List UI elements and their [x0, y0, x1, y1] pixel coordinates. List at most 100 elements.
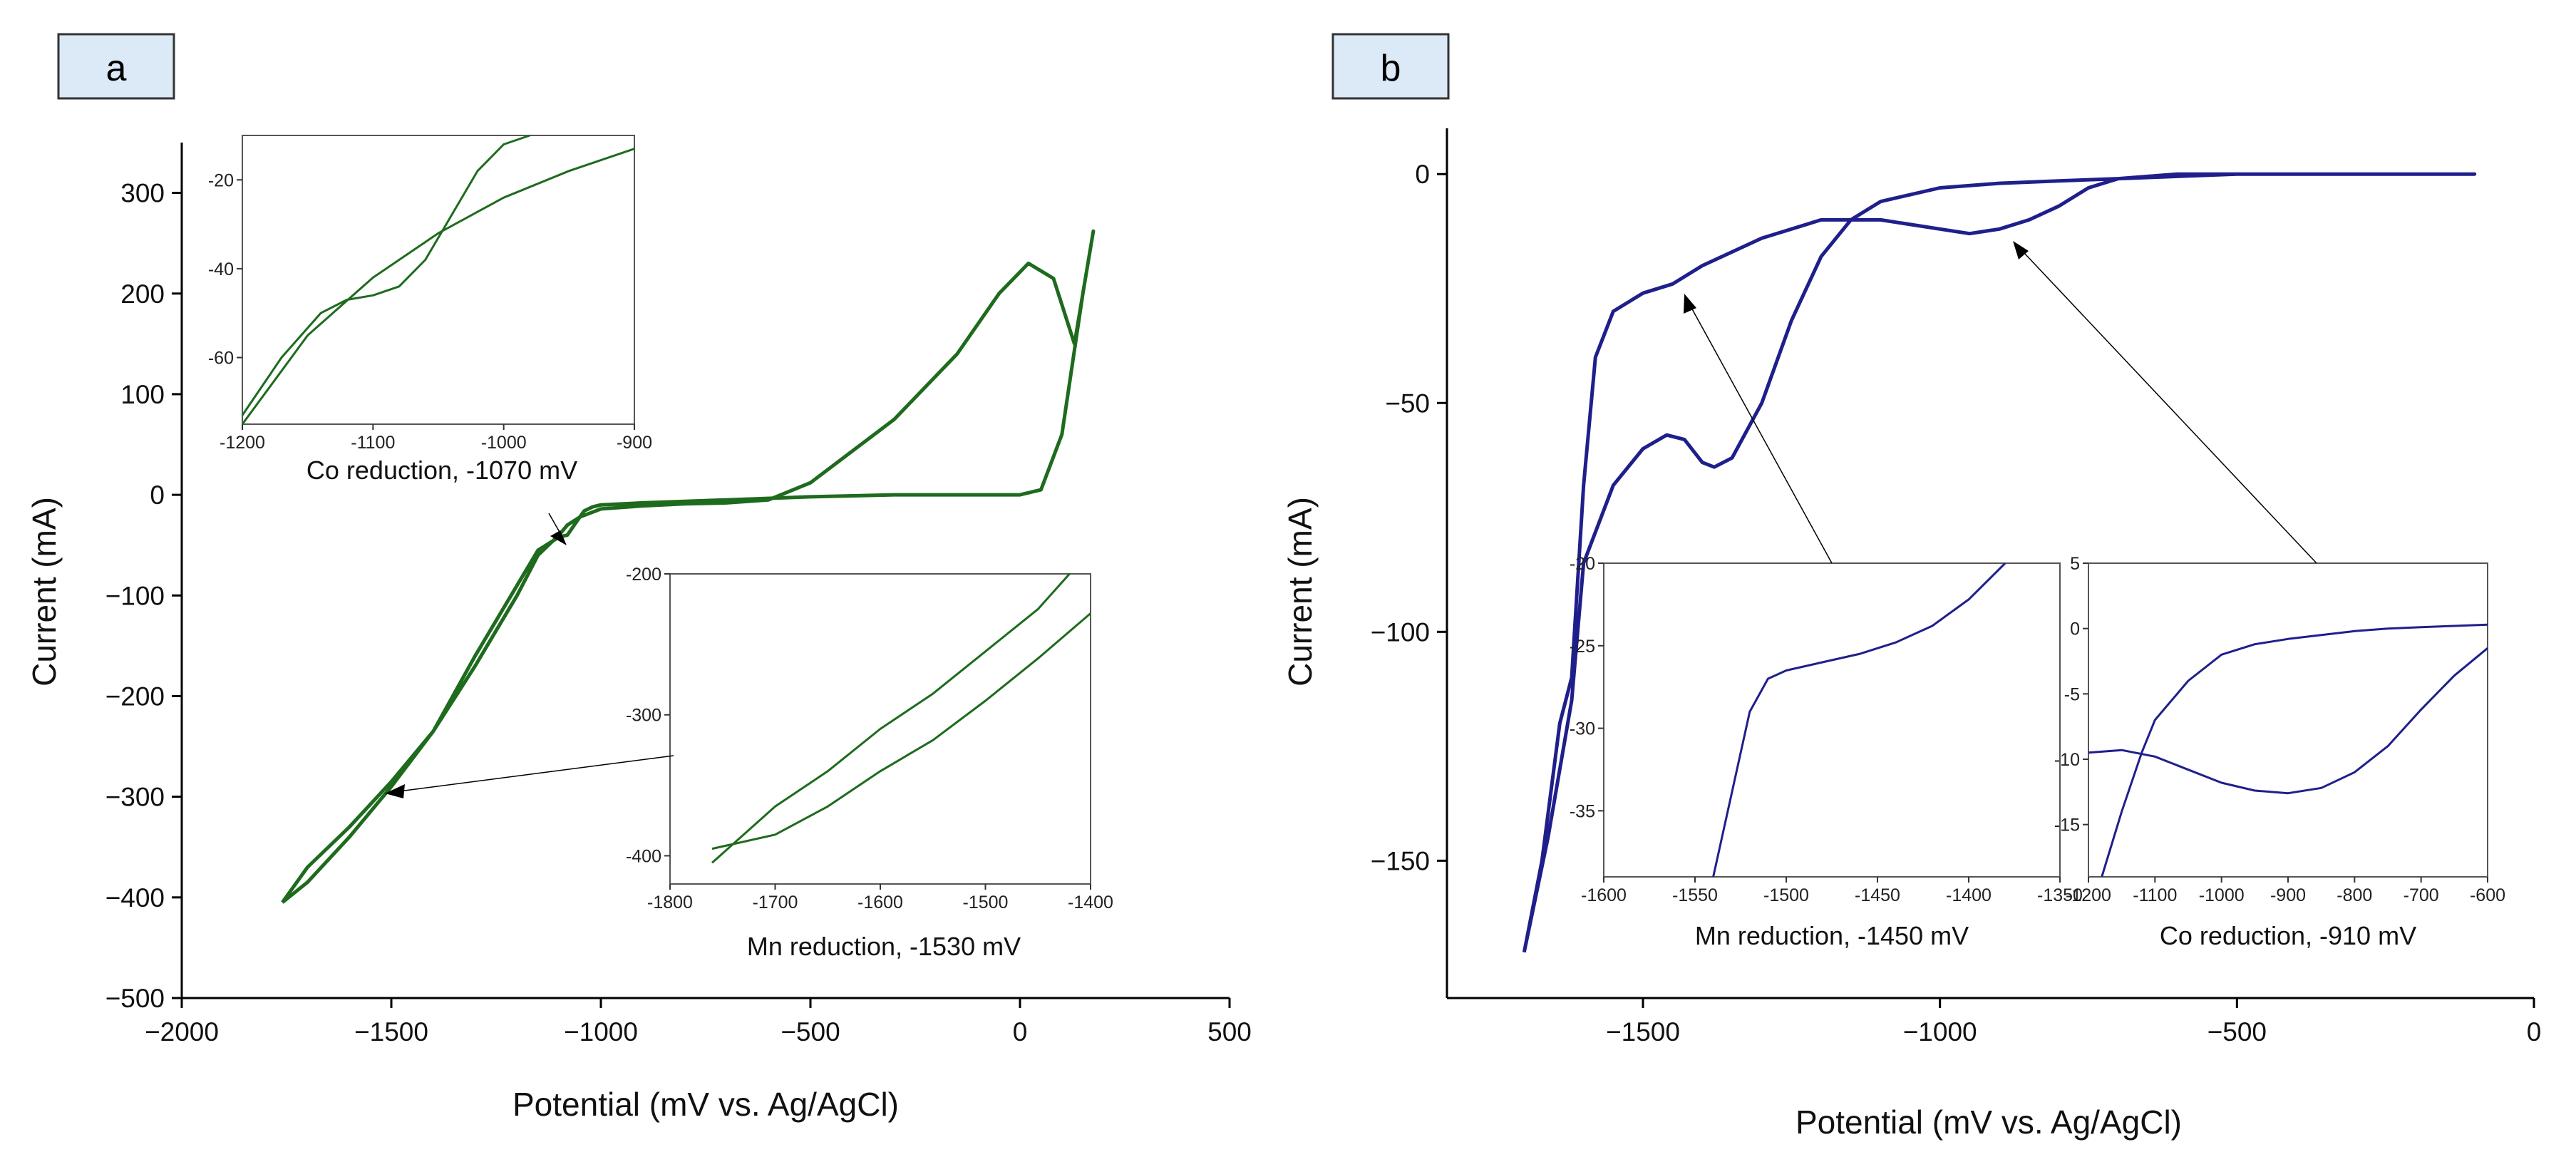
- panel-a-mn-inset-x-tick-label: -1500: [963, 893, 1009, 912]
- panel-a-co-inset-x-tick-label: -900: [617, 433, 652, 453]
- panel-a-mn-inset-curves: [711, 572, 1091, 864]
- panel-b-co-inset-curve-1: [2088, 647, 2488, 795]
- panel-a-co-inset-y-tick-label: -20: [208, 170, 234, 190]
- panel-b-co-inset-x-tick-label: -900: [2270, 885, 2306, 905]
- panel-a-co-inset-x-tick-label: -1200: [220, 433, 265, 453]
- panel-a-co-inset-caption: Co reduction, -1070 mV: [306, 456, 577, 485]
- panel-a-mn-leader: [398, 755, 674, 792]
- panel-b-mn-leader: [1690, 306, 1833, 564]
- panel-b-co-arrowhead: [2013, 241, 2029, 259]
- panel-b-x-axis-title: Potential (mV vs. Ag/AgCl): [1796, 1104, 2182, 1141]
- panel-a-y-tick-label: 100: [120, 380, 165, 409]
- panel-b-mn-inset-y-tick-label: -30: [1570, 719, 1595, 739]
- panel-a-co-inset-y-tick-label: -60: [208, 349, 234, 369]
- panel-b-co-inset-x-tick-label: -600: [2470, 885, 2505, 905]
- panel-a: a −2000 −1500 −1000 −500 0 500 −500 −400 −300 −2…: [26, 33, 1252, 1123]
- panel-b-co-inset-curve-2: [2101, 623, 2488, 878]
- panel-b-mn-inset-y-tick-label: -25: [1570, 637, 1595, 657]
- panel-b-co-inset-frame: [2088, 562, 2488, 878]
- panel-b-co-inset-x-tick-label: -1100: [2133, 885, 2177, 905]
- panel-a-co-inset-frame: [242, 135, 635, 425]
- panel-b-y-tick-label: 0: [1415, 160, 1430, 189]
- panel-b-co-inset-y-tick-label: 0: [2070, 619, 2080, 639]
- panel-b-mn-inset-frame: [1603, 562, 2061, 878]
- panel-a-co-arrowhead: [550, 530, 567, 545]
- panel-a-x-tick-label: −500: [780, 1017, 840, 1047]
- panel-a-x-tick-label: −2000: [145, 1017, 219, 1047]
- panel-b-mn-inset-x-tick-label: -1550: [1672, 885, 1718, 905]
- panel-a-y-tick-label: 300: [120, 179, 165, 208]
- panel-b-co-inset-x-tick-label: -1000: [2199, 885, 2245, 905]
- panel-b-x-tick-label: 0: [2527, 1017, 2542, 1047]
- panel-a-x-tick-label: −1000: [564, 1017, 638, 1047]
- panel-a-x-tick-label: 500: [1207, 1017, 1252, 1047]
- panel-b-mn-arrowhead: [1684, 294, 1696, 314]
- panel-a-x-tick-label: −1500: [354, 1017, 428, 1047]
- panel-a-co-inset-x-tick-label: -1000: [481, 433, 527, 453]
- panel-a-x-axis-title: Potential (mV vs. Ag/AgCl): [512, 1086, 899, 1123]
- panel-a-co-inset-curves: [241, 134, 635, 425]
- panel-a-mn-inset-y-tick-label: -300: [626, 706, 661, 726]
- panel-a-mn-inset-y-tick-label: -400: [626, 846, 661, 866]
- panel-b-mn-inset-x-tick-label: -1450: [1855, 885, 1900, 905]
- panel-a-co-inset-ticks: -1200 -1100 -1000 -900 -60 -40 -20: [208, 170, 652, 453]
- panel-b-mn-inset-caption: Mn reduction, -1450 mV: [1695, 921, 1969, 950]
- panel-b-co-inset-ticks: -1200 -1100 -1000 -900 -800 -700 -600 -15 -10 -5 0…: [2054, 554, 2505, 905]
- panel-b-x-ticks: −1500 −1000 −500 0: [1606, 998, 2541, 1047]
- panel-b-label: b: [1381, 48, 1401, 89]
- panel-b-mn-inset-x-tick-label: -1600: [1581, 885, 1627, 905]
- panel-a-mn-arrowhead: [385, 784, 405, 798]
- panel-b-co-inset-y-tick-label: 5: [2070, 554, 2080, 574]
- panel-a-mn-inset-curve-1: [711, 572, 1071, 864]
- panel-a-mn-inset-curve-2: [711, 612, 1091, 850]
- panel-b-x-tick-label: −500: [2207, 1017, 2267, 1047]
- panel-b-co-leader: [2024, 252, 2317, 564]
- panel-a-y-tick-label: −500: [105, 984, 165, 1013]
- panel-b-co-inset-y-tick-label: -5: [2064, 684, 2080, 704]
- panel-a-mn-inset: -1800 -1700 -1600 -1500 -1400 -400 -300 -200 Mn…: [626, 565, 1113, 961]
- panel-a-co-inset-curve-1: [241, 134, 530, 416]
- panel-b-label-box: [1331, 33, 1450, 100]
- panel-b-co-inset-y-tick-label: -15: [2054, 816, 2080, 835]
- panel-b-co-inset-x-tick-label: -1200: [2066, 885, 2111, 905]
- panel-a-mn-inset-caption: Mn reduction, -1530 mV: [747, 932, 1021, 961]
- panel-a-x-tick-label: 0: [1013, 1017, 1028, 1047]
- panel-a-y-tick-label: −200: [105, 682, 165, 711]
- panel-b-co-inset: -1200 -1100 -1000 -900 -800 -700 -600 -15 -10 -5 0…: [2054, 554, 2505, 950]
- panel-a-y-tick-label: −300: [105, 783, 165, 812]
- panel-a-y-tick-label: −400: [105, 883, 165, 912]
- panel-a-x-ticks: −2000 −1500 −1000 −500 0 500: [145, 998, 1252, 1047]
- panel-a-label-box: [57, 33, 175, 100]
- panel-a-mn-inset-x-tick-label: -1700: [753, 893, 798, 912]
- panel-a-y-axis-title: Current (mA): [26, 497, 63, 687]
- panel-a-mn-inset-x-tick-label: -1400: [1068, 893, 1113, 912]
- panel-b-mn-inset-x-tick-label: -1400: [1946, 885, 1992, 905]
- panel-b-mn-inset-x-tick-label: -1350: [2037, 885, 2083, 905]
- panel-b: b −1500 −1000 −500 0 −150−100−500 Potential…: [1282, 33, 2541, 1141]
- panel-b-mn-inset-ticks: -1600 -1550 -1500 -1450 -1400 -1350-35-30-25-…: [1570, 554, 2083, 905]
- panel-b-x-tick-label: −1000: [1903, 1017, 1977, 1047]
- panel-b-mn-inset-x-tick-label: -1500: [1763, 885, 1809, 905]
- panel-b-co-inset-x-tick-label: -800: [2337, 885, 2372, 905]
- panel-b-co-inset-caption: Co reduction, -910 mV: [2160, 921, 2416, 950]
- panel-a-mn-inset-ticks: -1800 -1700 -1600 -1500 -1400 -400 -300 -200: [626, 565, 1113, 912]
- panel-b-x-tick-label: −1500: [1606, 1017, 1680, 1047]
- panel-b-mn-inset-curves: [1712, 562, 2006, 878]
- panel-a-co-inset: -1200 -1100 -1000 -900 -60 -40 -20 Co reductio…: [208, 134, 652, 485]
- panel-b-y-tick-label: −50: [1385, 389, 1430, 418]
- panel-b-y-tick-label: −150: [1371, 846, 1430, 875]
- panel-a-co-inset-curve-2: [241, 148, 635, 425]
- panel-b-mn-inset-y-tick-label: -35: [1570, 801, 1595, 821]
- panel-a-mn-inset-x-tick-label: -1600: [857, 893, 903, 912]
- panel-b-cv-curve: [1522, 172, 2477, 953]
- panel-b-mn-inset-curve-1: [1712, 562, 2006, 878]
- panel-a-label: a: [106, 48, 127, 89]
- panel-b-mn-inset-y-tick-label: -20: [1570, 554, 1595, 574]
- panel-a-co-inset-x-tick-label: -1100: [351, 433, 395, 453]
- panel-b-y-axis-title: Current (mA): [1282, 497, 1319, 687]
- panel-a-co-inset-y-tick-label: -40: [208, 259, 234, 279]
- panel-a-y-tick-label: −100: [105, 581, 165, 610]
- panel-b-co-inset-x-tick-label: -700: [2404, 885, 2439, 905]
- panel-b-co-inset-curves: [2088, 623, 2488, 878]
